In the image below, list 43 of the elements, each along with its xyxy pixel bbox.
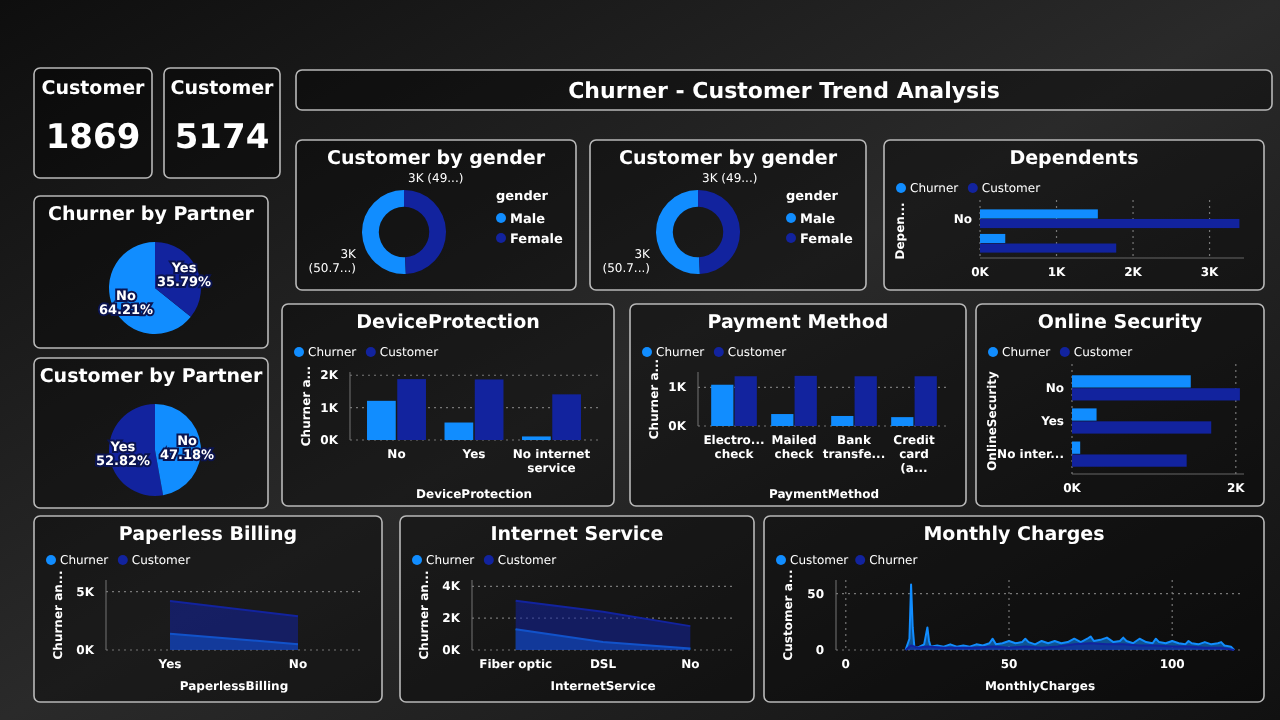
bar	[1072, 388, 1240, 401]
chart-title: Paperless Billing	[118, 524, 298, 546]
donut-slice	[362, 190, 406, 274]
donut-slice	[404, 190, 446, 274]
bar	[831, 415, 854, 426]
chart-title: Customer by gender	[326, 148, 546, 170]
bar	[397, 379, 426, 440]
chart-title: Online Security	[1037, 312, 1204, 334]
bar	[1072, 421, 1212, 434]
chart-title: Customer by gender	[618, 148, 838, 170]
bar	[1072, 408, 1097, 421]
bar	[794, 375, 817, 426]
text: 5174	[174, 118, 270, 158]
bar	[891, 417, 914, 426]
bar	[980, 233, 1006, 244]
bar	[980, 243, 1117, 253]
chart-title: Payment Method	[707, 312, 889, 334]
donut-slice	[656, 190, 700, 274]
bar	[474, 379, 504, 440]
chart-title: Dependents	[1009, 148, 1140, 170]
bar	[1072, 454, 1187, 467]
bar	[444, 422, 474, 440]
bar	[367, 400, 396, 440]
bar	[914, 376, 937, 426]
text: 1869	[45, 118, 141, 158]
text: Customer	[41, 78, 146, 100]
text: Churner - Customer Trend Analysis	[568, 78, 1001, 104]
text: Customer	[170, 78, 275, 100]
bar	[854, 376, 877, 426]
chart-title: Customer by Partner	[39, 366, 263, 388]
chart-title: DeviceProtection	[356, 312, 541, 334]
bar	[980, 218, 1240, 229]
bar	[711, 384, 734, 426]
bar	[734, 376, 757, 426]
bar	[1072, 441, 1081, 454]
donut-slice	[698, 190, 740, 274]
bar	[552, 394, 581, 440]
chart-title: Monthly Charges	[923, 524, 1106, 546]
chart-title: Internet Service	[490, 524, 664, 546]
bar	[771, 414, 794, 426]
bar	[1072, 375, 1191, 388]
bar	[980, 209, 1098, 219]
chart-title: Churner by Partner	[48, 204, 255, 226]
